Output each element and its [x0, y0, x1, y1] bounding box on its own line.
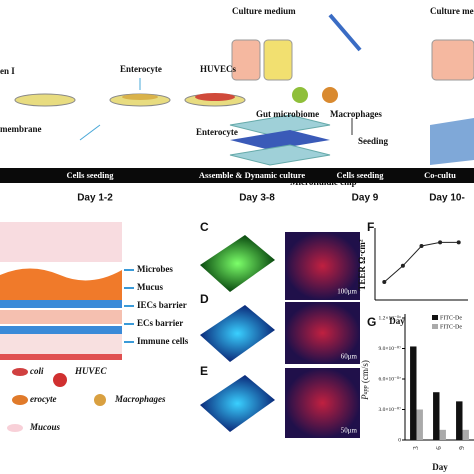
legend-label: Macrophages: [114, 394, 166, 404]
top-schematic: [14, 13, 474, 166]
bar: [433, 392, 440, 440]
scale-bar: 100μm: [337, 288, 357, 296]
line: [383, 241, 459, 283]
x-tick-label: 6: [435, 446, 443, 450]
gut-model: [0, 222, 122, 432]
axis-title-part: P: [360, 394, 370, 401]
axis-title-part: app: [363, 385, 369, 394]
y-tick-label: 0: [398, 437, 401, 443]
timeline-bar: [0, 168, 474, 183]
bar: [416, 409, 423, 440]
day: Day 1-2: [77, 193, 113, 204]
layer-label: ECs barrier: [137, 318, 183, 328]
layer-label: Immune cells: [137, 336, 189, 346]
y-tick-label: 9.0×10⁻⁰⁷: [378, 345, 401, 352]
legend-swatch: [432, 324, 438, 329]
panel-label: E: [200, 364, 208, 378]
legend-label: FITC-De: [440, 315, 462, 321]
day: Day 9: [352, 193, 379, 204]
label: Seeding: [358, 136, 389, 146]
panel-label: F: [367, 220, 374, 234]
point: [456, 240, 461, 245]
label: HUVECs: [200, 64, 237, 74]
layer-label: IECs barrier: [137, 300, 187, 310]
panel-label: G: [367, 315, 376, 329]
y-tick-label: 3.0×10⁻⁰⁷: [378, 406, 401, 413]
legend-label: erocyte: [30, 394, 56, 404]
layer-label: Microbes: [137, 264, 173, 274]
day: Day 10-: [429, 193, 465, 204]
stage: Assemble & Dynamic culture: [199, 170, 306, 180]
bar: [439, 429, 446, 440]
y-tick-label: 1.2×10⁻⁰⁶: [378, 314, 401, 321]
stage: Cells seeding: [67, 170, 115, 180]
label: Macrophages: [330, 109, 382, 119]
x-tick-label: 9: [458, 446, 466, 450]
y-tick-label: 6.0×10⁻⁰⁷: [378, 375, 401, 382]
axis-title: Day: [432, 462, 448, 472]
axis-title: Papp (cm/s): [360, 360, 370, 401]
legend-label: HUVEC: [74, 366, 108, 376]
axis-title: Day: [389, 316, 405, 326]
axis-title-part: (cm/s): [360, 360, 370, 385]
label: Enterocyte: [120, 64, 162, 74]
image-panels: [200, 232, 360, 438]
label: Enterocyte: [196, 127, 238, 137]
axis-title: TEER Ω·cm²: [357, 239, 367, 290]
day: Day 3-8: [239, 193, 275, 204]
point: [419, 244, 424, 248]
bar: [462, 429, 469, 440]
layer-label: Mucus: [137, 282, 164, 292]
panel-label: D: [200, 292, 209, 306]
legend-label: FITC-De: [440, 324, 462, 330]
legend-label: coli: [30, 366, 44, 376]
label: en I: [0, 66, 15, 76]
point: [400, 263, 405, 268]
label: Culture me: [430, 6, 474, 16]
bar: [410, 346, 417, 440]
panel-label: C: [200, 220, 209, 234]
stage: Co-cultu: [424, 170, 456, 180]
label: membrane: [0, 124, 42, 134]
scale-bar: 50μm: [341, 427, 358, 435]
scale-bar: 60μm: [341, 353, 358, 361]
point: [382, 280, 387, 284]
label: Culture medium: [232, 6, 296, 16]
label: Gut microbiome: [256, 109, 319, 119]
stage: Cells seeding: [337, 170, 385, 180]
point: [438, 240, 443, 245]
bar: [456, 401, 463, 440]
legend-label: Mucous: [29, 422, 61, 432]
x-tick-label: 3: [412, 446, 420, 450]
legend-swatch: [432, 315, 438, 320]
